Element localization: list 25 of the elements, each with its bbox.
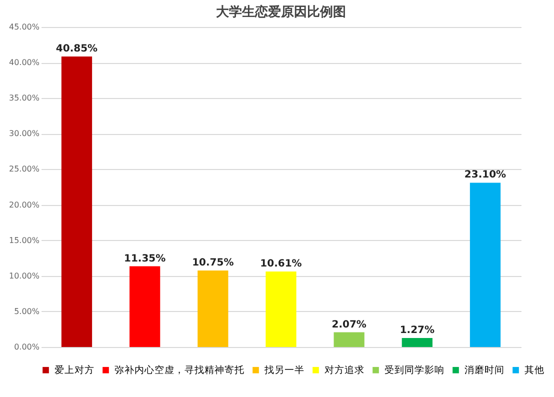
data-label: 11.35% bbox=[124, 253, 166, 264]
data-label: 23.10% bbox=[464, 170, 506, 181]
legend-label: 其他 bbox=[524, 364, 544, 376]
legend-label: 爱上对方 bbox=[54, 364, 94, 376]
legend-label: 受到同学影响 bbox=[384, 364, 444, 376]
data-label: 2.07% bbox=[332, 319, 366, 330]
y-tick-label: 20.00% bbox=[8, 200, 40, 210]
y-tick-label: 25.00% bbox=[8, 164, 40, 174]
y-tick-label: 30.00% bbox=[8, 129, 40, 138]
legend-label: 找另一半 bbox=[264, 364, 304, 376]
legend-label: 弥补内心空虚，寻找精神寄托 bbox=[114, 364, 244, 376]
legend-label: 消磨时间 bbox=[464, 364, 504, 376]
y-tick-label: 45.00% bbox=[8, 22, 40, 32]
y-tick-label: 10.00% bbox=[8, 271, 40, 280]
chart-title: 大学生恋爱原因比例图 bbox=[216, 4, 346, 20]
data-label: 10.61% bbox=[260, 258, 302, 270]
y-tick-label: 40.00% bbox=[8, 58, 40, 68]
y-tick-label: 5.00% bbox=[14, 306, 40, 316]
data-label: 1.27% bbox=[400, 324, 435, 336]
data-label: 40.85% bbox=[56, 44, 98, 55]
y-tick-label: 35.00% bbox=[8, 94, 40, 103]
data-label: 10.75% bbox=[192, 258, 234, 269]
legend-label: 对方追求 bbox=[324, 364, 364, 376]
y-tick-label: 0.00% bbox=[14, 342, 40, 352]
y-tick-label: 15.00% bbox=[8, 236, 40, 245]
